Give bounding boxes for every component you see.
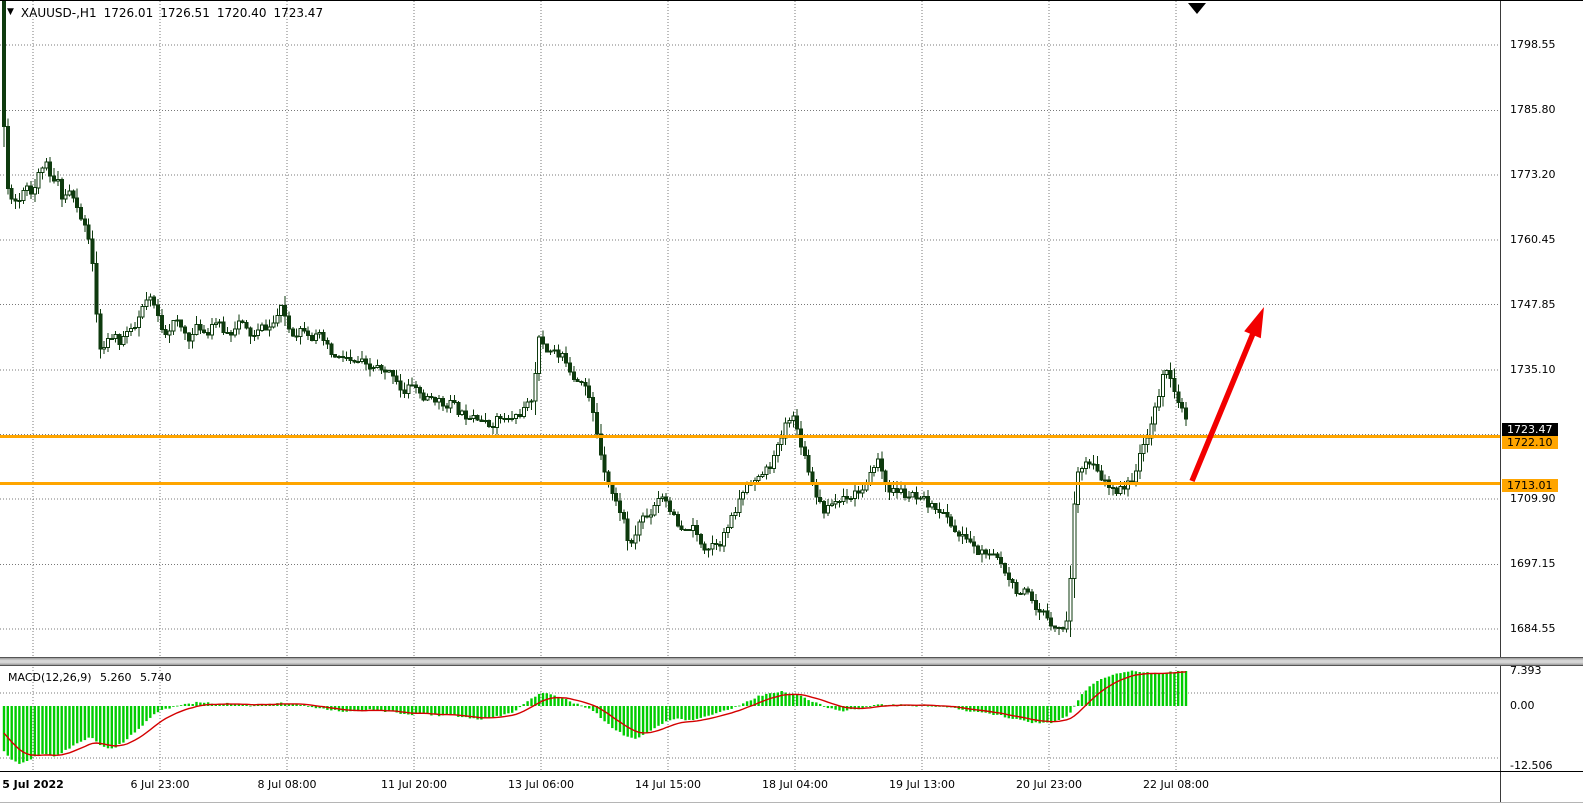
panel-separator[interactable] <box>0 657 1583 666</box>
chart-shift-marker-icon[interactable] <box>1188 3 1206 14</box>
price-chart-area[interactable]: ▼ XAUUSD-,H1 1726.01 1726.51 1720.40 172… <box>0 1 1500 771</box>
time-axis-label: 8 Jul 08:00 <box>257 778 317 791</box>
support-resistance-line[interactable] <box>0 435 1500 439</box>
price-axis-label: 1684.55 <box>1510 622 1556 636</box>
price-axis[interactable]: 1798.55 1785.80 1773.20 1760.45 1747.85 1735.… <box>1500 1 1583 802</box>
time-axis-label: 18 Jul 04:00 <box>762 778 828 791</box>
window-bottom-edge <box>0 802 1583 803</box>
price-axis-label: 1773.20 <box>1510 167 1556 181</box>
ohlc-close: 1723.47 <box>273 6 324 20</box>
time-axis[interactable]: 5 Jul 2022 6 Jul 23:00 8 Jul 08:00 11 Jul 2… <box>0 772 1583 802</box>
time-axis-label: 20 Jul 23:00 <box>1016 778 1082 791</box>
level-price-tag: 1713.01 <box>1502 478 1558 492</box>
macd-axis-label: 7.393 <box>1510 663 1542 677</box>
current-price-tag: 1723.47 <box>1502 422 1558 436</box>
macd-indicator-label: MACD(12,26,9) 5.260 5.740 <box>8 671 177 684</box>
price-axis-label: 1798.55 <box>1510 38 1556 51</box>
candlesticks <box>2 1 1188 637</box>
price-axis-label: 1735.10 <box>1510 363 1556 377</box>
time-axis-label: 22 Jul 08:00 <box>1143 778 1209 791</box>
level-price-tag: 1722.10 <box>1502 436 1558 450</box>
price-axis-label: 1697.15 <box>1510 557 1556 571</box>
support-resistance-line[interactable] <box>0 481 1500 485</box>
price-axis-label: 1760.45 <box>1510 233 1556 247</box>
time-axis-label: 5 Jul 2022 <box>2 778 64 791</box>
symbol-period-label: XAUUSD-,H1 <box>20 6 97 20</box>
ohlc-open: 1726.01 <box>103 6 154 20</box>
macd-histogram <box>2 670 1188 764</box>
time-axis-label: 14 Jul 15:00 <box>635 778 701 791</box>
ohlc-high: 1726.51 <box>160 6 210 20</box>
macd-axis-label: -12.506 <box>1510 758 1553 772</box>
price-axis-label: 1785.80 <box>1510 103 1556 117</box>
time-axis-label: 6 Jul 23:00 <box>130 778 190 791</box>
time-axis-label: 19 Jul 13:00 <box>889 778 955 791</box>
time-axis-label: 11 Jul 20:00 <box>381 778 447 791</box>
symbol-dropdown-icon[interactable]: ▼ <box>7 7 14 17</box>
macd-name: MACD(12,26,9) <box>8 671 92 684</box>
time-axis-separator <box>0 771 1583 772</box>
ohlc-low: 1720.40 <box>216 6 267 20</box>
macd-signal-value: 5.740 <box>140 671 172 684</box>
chart-header: ▼ XAUUSD-,H1 1726.01 1726.51 1720.40 172… <box>7 6 323 20</box>
price-axis-label: 1747.85 <box>1510 297 1556 311</box>
time-axis-label: 13 Jul 06:00 <box>508 778 574 791</box>
macd-value: 5.260 <box>100 671 132 684</box>
price-axis-label: 1709.90 <box>1510 492 1556 506</box>
macd-panel[interactable] <box>0 666 1500 771</box>
macd-axis-label: 0.00 <box>1510 699 1535 712</box>
